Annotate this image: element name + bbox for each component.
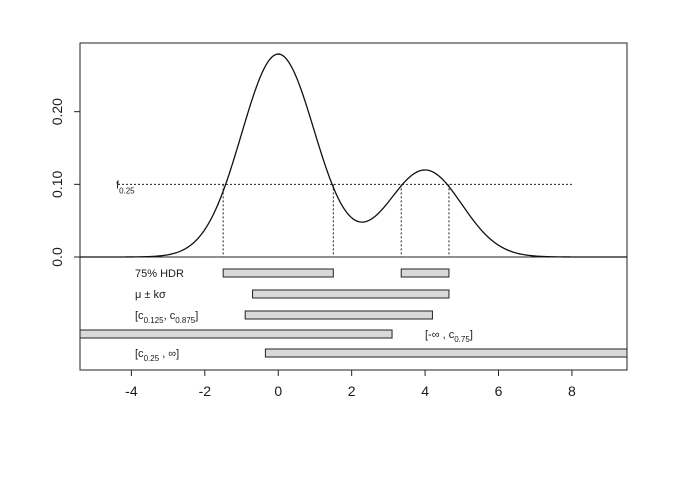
plot-border — [79, 42, 628, 371]
x-tick-label: 6 — [495, 383, 503, 399]
interval-label: 75% HDR — [135, 268, 184, 280]
density-curve — [80, 53, 627, 258]
plot-frame — [79, 42, 628, 371]
y-tick-label: 0.0 — [49, 247, 65, 267]
x-tick-label: -4 — [125, 383, 138, 399]
interval-bar — [400, 268, 450, 278]
x-tick-label: 4 — [421, 383, 429, 399]
interval-bar — [264, 348, 628, 358]
interval-label: μ ± kσ — [135, 289, 166, 301]
threshold-label: f0.25 — [116, 179, 135, 195]
interval-bar — [79, 329, 393, 339]
interval-bar — [222, 268, 334, 278]
intervals-group: 75% HDR μ ± kσ [c0.125, c0.875] [-∞ , c0.75… — [79, 268, 628, 363]
interval-label: [c0.125, c0.875] — [135, 310, 198, 325]
interval-label: [-∞ , c0.75] — [425, 329, 473, 344]
interval-bar — [244, 310, 433, 320]
y-tick-label: 0.20 — [49, 98, 65, 125]
x-axis: -4 -2 0 2 4 6 8 — [125, 370, 576, 399]
interval-bar — [252, 289, 450, 299]
y-axis: 0.0 0.10 0.20 — [49, 98, 80, 267]
x-tick-label: 0 — [274, 383, 282, 399]
interval-label: [c0.25 , ∞] — [135, 348, 179, 363]
x-tick-label: -2 — [199, 383, 212, 399]
x-tick-label: 8 — [568, 383, 576, 399]
y-tick-label: 0.10 — [49, 171, 65, 198]
x-tick-label: 2 — [348, 383, 356, 399]
threshold-group: f0.25 — [116, 179, 572, 257]
